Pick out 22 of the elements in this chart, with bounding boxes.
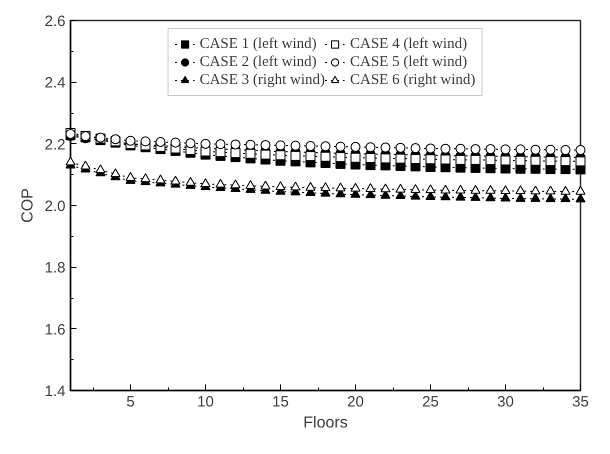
x-tick-label: 5 — [126, 394, 135, 410]
y-tick-label: 1.6 — [44, 321, 66, 338]
x-tick-label: 35 — [572, 394, 589, 410]
legend-label: CASE 6 (right wind) — [350, 71, 476, 89]
y-tick-label: 2.6 — [44, 13, 66, 30]
x-tick-label: 20 — [347, 394, 364, 410]
legend-label: CASE 5 (left wind) — [350, 53, 468, 71]
x-tick-label: 25 — [422, 394, 439, 410]
legend-label: CASE 3 (right wind) — [200, 71, 325, 89]
x-tick-label: 10 — [197, 394, 214, 410]
y-tick-label: 1.8 — [44, 260, 66, 277]
y-tick-label: 1.4 — [44, 383, 66, 400]
x-tick-label: 15 — [272, 394, 289, 410]
y-axis-title: COP — [20, 188, 37, 223]
legend-label: CASE 2 (left wind) — [200, 53, 317, 71]
x-axis-title: Floors — [303, 414, 348, 432]
legend-label: CASE 4 (left wind) — [350, 35, 468, 53]
legend-label: CASE 1 (left wind) — [200, 35, 317, 53]
y-tick-label: 2.4 — [44, 74, 66, 92]
y-tick-label: 2.2 — [44, 136, 66, 154]
x-tick-label: 30 — [497, 394, 514, 410]
y-tick-label: 2.0 — [44, 198, 66, 215]
